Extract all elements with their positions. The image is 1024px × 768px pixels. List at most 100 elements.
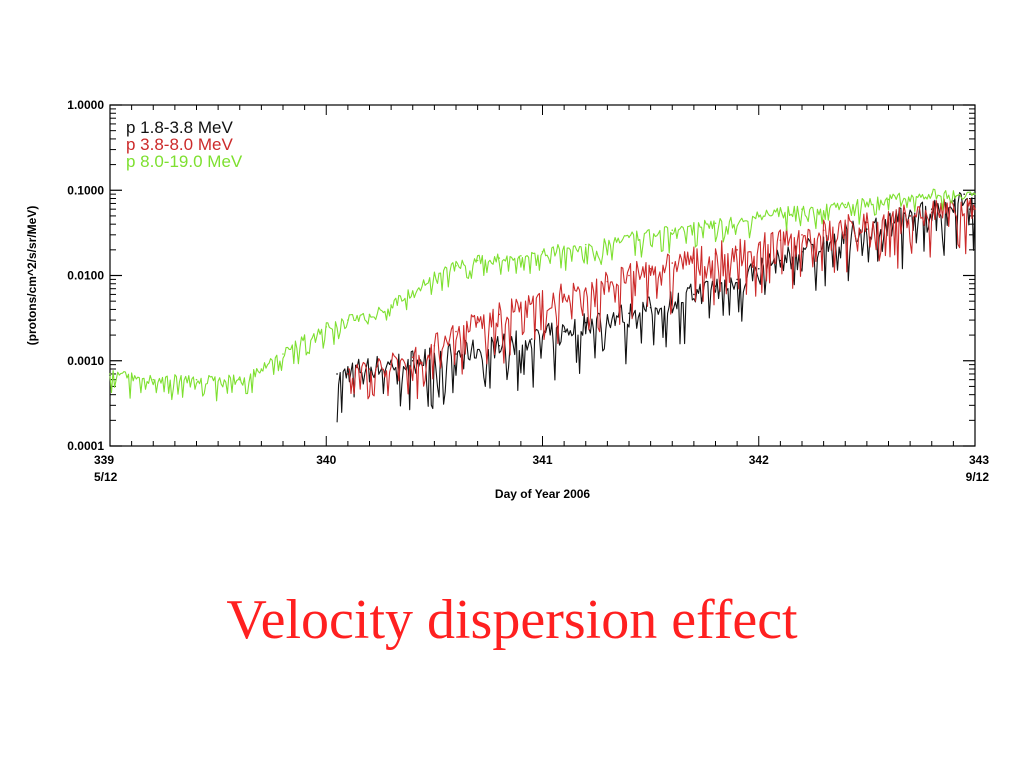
data-point xyxy=(822,229,825,231)
data-point xyxy=(347,373,349,375)
y-tick-label: 0.1000 xyxy=(67,183,104,197)
data-point xyxy=(736,249,738,251)
y-tick-label: 0.0100 xyxy=(67,269,104,283)
data-point xyxy=(930,193,933,195)
data-point xyxy=(952,200,955,202)
y-axis-title: (protons/cm^2/s/sr/MeV) xyxy=(25,206,39,346)
x-tick-sublabel: 5/12 xyxy=(94,470,118,484)
data-point xyxy=(887,198,890,201)
data-point xyxy=(866,221,868,224)
y-tick-label: 0.0010 xyxy=(67,354,104,368)
data-point xyxy=(563,293,565,296)
data-point xyxy=(498,257,501,259)
x-tick-sublabel: 9/12 xyxy=(966,470,990,484)
legend-entry: p 3.8-8.0 MeV xyxy=(126,135,233,154)
data-point xyxy=(974,202,976,205)
data-point xyxy=(779,259,782,262)
x-tick-label: 339 xyxy=(94,453,114,467)
series-layer xyxy=(109,188,976,423)
data-point xyxy=(411,359,414,362)
legend-entry: p 8.0-19.0 MeV xyxy=(126,152,243,171)
data-point xyxy=(649,306,652,309)
x-tick-label: 343 xyxy=(969,453,989,467)
data-point xyxy=(455,330,457,333)
x-tick-label: 340 xyxy=(316,453,336,467)
slide-caption: Velocity dispersion effect xyxy=(226,589,798,651)
data-point xyxy=(368,313,371,316)
data-point xyxy=(325,326,328,328)
y-tick-label: 0.0001 xyxy=(67,439,104,453)
data-point xyxy=(455,264,457,267)
series-line-3 xyxy=(109,188,976,402)
series-line-2 xyxy=(347,198,976,400)
y-tick-label: 1.0000 xyxy=(67,98,104,112)
data-point xyxy=(411,290,414,293)
data-point xyxy=(714,285,717,287)
data-point xyxy=(411,356,414,359)
data-point xyxy=(303,338,306,340)
data-point xyxy=(714,222,717,225)
series-line-1 xyxy=(336,192,976,423)
data-point xyxy=(390,304,392,306)
data-point xyxy=(974,208,976,210)
data-point xyxy=(109,373,111,375)
x-axis-title: Day of Year 2006 xyxy=(495,487,591,501)
data-point xyxy=(530,338,533,340)
data-point xyxy=(476,321,479,324)
x-tick-label: 342 xyxy=(749,453,769,467)
data-point xyxy=(974,193,976,195)
data-point xyxy=(238,378,241,381)
data-point xyxy=(498,313,501,316)
data-point xyxy=(584,243,587,246)
data-point xyxy=(260,368,263,370)
data-point xyxy=(152,378,155,381)
data-point xyxy=(476,259,479,262)
data-point xyxy=(963,193,965,195)
data-point xyxy=(563,330,565,333)
legend-entry: p 1.8-3.8 MeV xyxy=(126,118,233,137)
data-point xyxy=(282,353,284,355)
data-point xyxy=(844,225,847,227)
data-point xyxy=(866,228,868,230)
data-point xyxy=(336,373,338,375)
data-point xyxy=(520,255,522,257)
data-point xyxy=(649,267,652,270)
data-point xyxy=(779,239,782,241)
data-point xyxy=(693,257,695,259)
data-point xyxy=(195,378,198,381)
data-point xyxy=(801,208,803,210)
data-point xyxy=(757,267,760,270)
data-point xyxy=(909,215,911,217)
data-point xyxy=(671,229,674,231)
data-point xyxy=(736,278,738,281)
x-tick-label: 341 xyxy=(532,453,552,467)
data-point xyxy=(584,287,587,290)
data-point xyxy=(433,344,436,347)
data-point xyxy=(757,215,760,217)
data-point xyxy=(347,319,349,321)
data-point xyxy=(541,300,544,302)
data-point xyxy=(628,274,630,277)
data-point xyxy=(757,243,760,246)
data-point xyxy=(628,312,630,315)
data-point xyxy=(368,368,371,370)
data-point xyxy=(433,274,436,277)
data-point xyxy=(520,306,522,309)
data-point xyxy=(628,236,630,239)
data-point xyxy=(541,250,544,253)
data-point xyxy=(606,316,609,319)
data-point xyxy=(952,208,955,210)
data-point xyxy=(498,344,501,347)
data-point xyxy=(930,211,933,214)
data-point xyxy=(714,252,717,255)
data-point xyxy=(693,293,695,296)
data-point xyxy=(606,280,609,283)
data-point xyxy=(801,234,803,236)
data-point xyxy=(671,262,674,264)
data-point xyxy=(844,203,847,206)
data-point xyxy=(887,218,890,220)
data-point xyxy=(390,363,392,366)
